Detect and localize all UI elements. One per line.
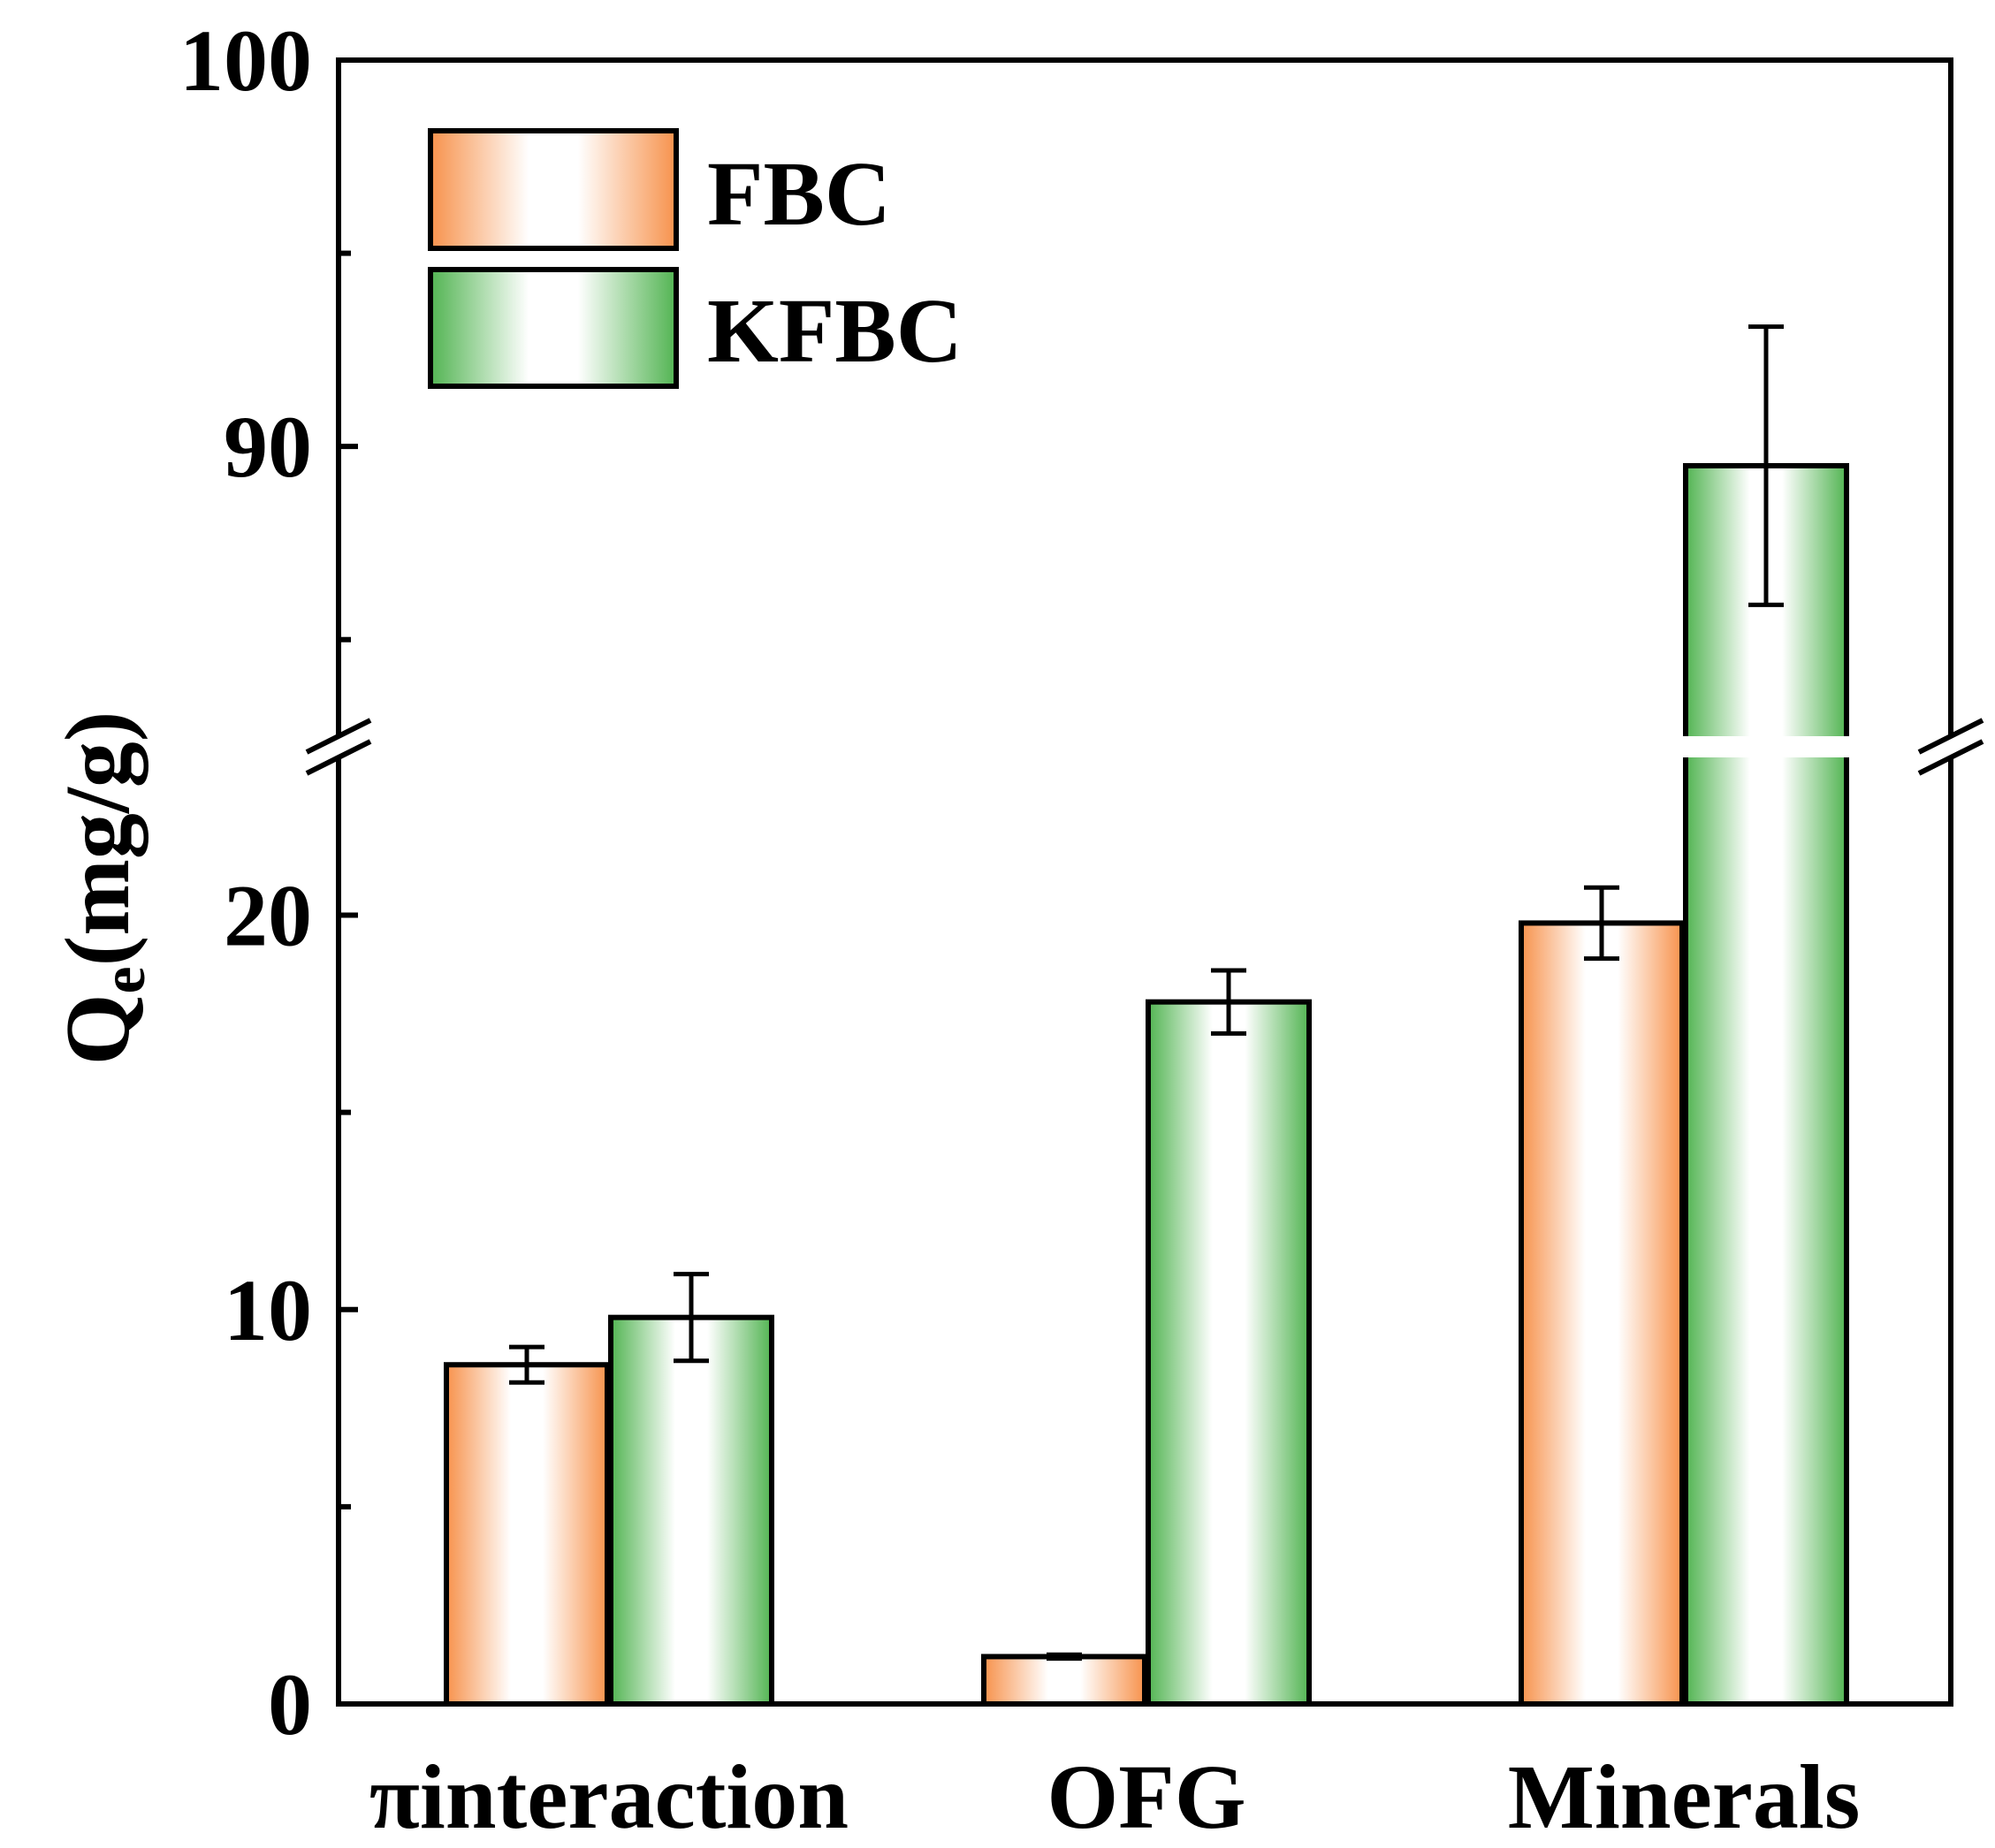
x-category-label-0: πinteraction	[369, 1746, 849, 1848]
x-category-label-2: Minerals	[1508, 1746, 1861, 1848]
x-axis-category-labels: πinteraction OFG Minerals	[369, 1746, 1860, 1848]
plot-frame	[336, 57, 1953, 1707]
error-bar-kfbc-2	[1748, 324, 1784, 607]
ytick-label-0: 0	[268, 1655, 312, 1753]
error-bar-kfbc-0	[674, 1272, 709, 1364]
y-axis-ticks: 0 10 20 90 100	[179, 11, 358, 1753]
y-axis-label-subscript: e	[90, 966, 158, 993]
y-axis-label-main: Q	[47, 993, 148, 1065]
bars-layer	[444, 463, 1849, 1707]
legend-label-kfbc: KFBC	[707, 280, 963, 382]
ytick-label-100: 100	[179, 11, 312, 110]
legend-label-fbc: FBC	[707, 143, 891, 245]
y-axis-label: Qe(mg/g)	[47, 711, 158, 1066]
axis-break-gap	[336, 736, 1953, 757]
error-bars-layer	[509, 324, 1784, 1662]
x-category-label-1: OFG	[1047, 1746, 1245, 1848]
ytick-label-10: 10	[224, 1261, 312, 1359]
bar-fbc-0	[444, 1362, 610, 1707]
ytick-label-90: 90	[224, 398, 312, 496]
error-bar-fbc-2	[1584, 885, 1619, 962]
y-axis-label-unit: (mg/g)	[47, 711, 148, 967]
legend: FBC KFBC	[428, 128, 963, 389]
ytick-label-20: 20	[224, 867, 312, 965]
bar-kfbc-2	[1683, 463, 1849, 1707]
error-bar-fbc-1	[1047, 1652, 1082, 1662]
legend-swatch-fbc	[428, 128, 679, 251]
bar-kfbc-0	[608, 1314, 774, 1707]
error-bar-kfbc-1	[1211, 968, 1246, 1036]
error-bar-fbc-0	[509, 1344, 544, 1385]
legend-swatch-kfbc	[428, 267, 679, 389]
bar-fbc-1	[981, 1654, 1147, 1707]
bar-kfbc-1	[1146, 999, 1312, 1707]
bar-fbc-2	[1519, 920, 1685, 1707]
